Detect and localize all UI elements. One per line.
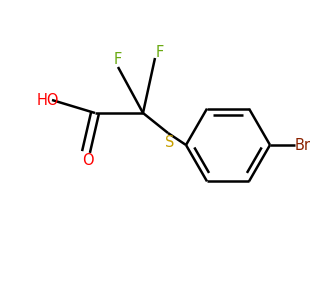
Text: Br: Br xyxy=(295,137,311,152)
Text: O: O xyxy=(82,152,94,167)
Text: S: S xyxy=(165,135,175,150)
Text: HO: HO xyxy=(37,92,59,107)
Text: F: F xyxy=(156,44,164,59)
Text: F: F xyxy=(114,51,122,66)
